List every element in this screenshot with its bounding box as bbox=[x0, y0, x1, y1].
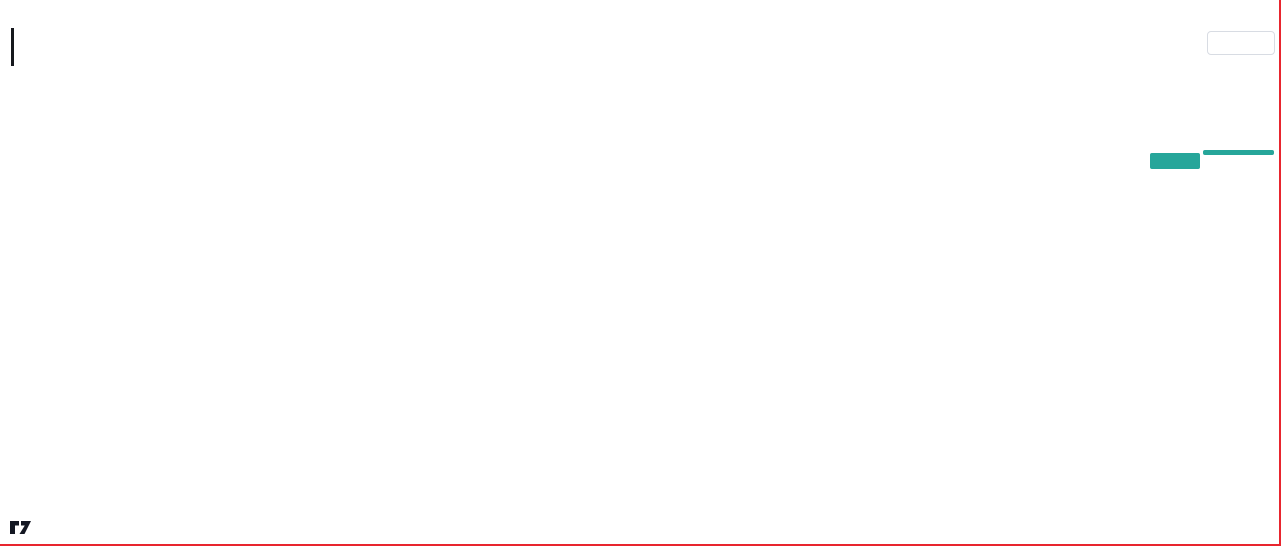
chart-left-edge-mark bbox=[11, 28, 14, 66]
page-border-right bbox=[1279, 0, 1281, 546]
page-border-bottom bbox=[0, 544, 1281, 546]
price-axis[interactable] bbox=[1201, 0, 1281, 546]
last-price-symbol-label bbox=[1150, 153, 1200, 169]
tradingview-logo-icon bbox=[10, 521, 31, 534]
current-price-badge bbox=[1203, 150, 1274, 155]
tradingview-logo[interactable] bbox=[10, 518, 38, 535]
qqe-indicator-row[interactable] bbox=[16, 389, 94, 404]
symbol-header-row[interactable] bbox=[16, 35, 78, 49]
hull-indicator-row[interactable] bbox=[16, 51, 30, 65]
time-axis[interactable] bbox=[0, 481, 1281, 512]
currency-toggle-button[interactable] bbox=[1207, 31, 1275, 55]
